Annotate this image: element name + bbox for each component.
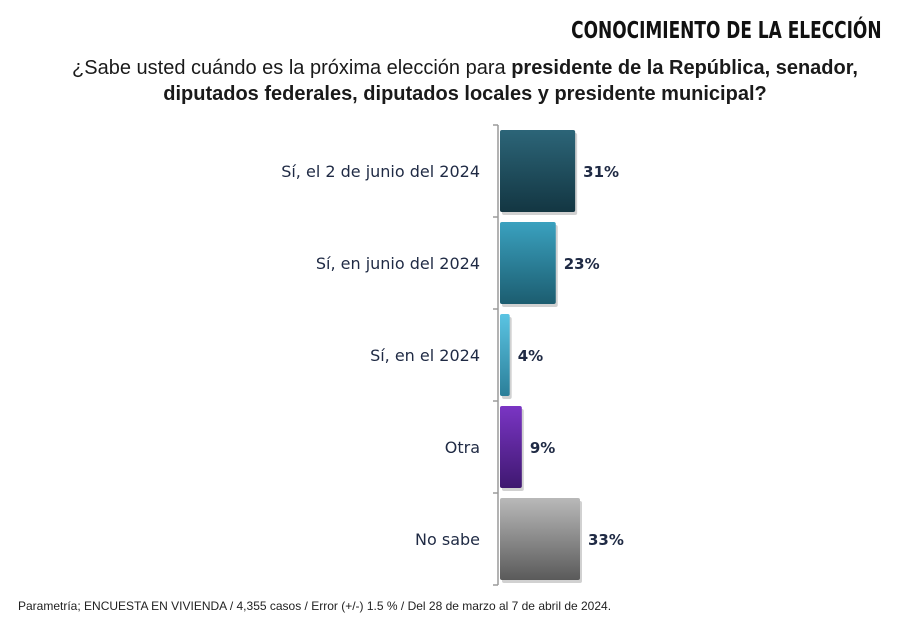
survey-question: ¿Sabe usted cuándo es la próxima elecció… [40, 55, 890, 107]
bar-1 [500, 222, 556, 304]
footnote: Parametría; ENCUESTA EN VIVIENDA / 4,355… [18, 599, 612, 613]
axis-layer [493, 124, 499, 586]
value-label: 9% [530, 439, 555, 457]
bar-2 [500, 314, 510, 396]
bar-4 [500, 498, 580, 580]
bars-layer [500, 130, 582, 583]
category-label: Sí, en junio del 2024 [316, 254, 480, 273]
question-prefix: ¿Sabe usted cuándo es la próxima elecció… [72, 57, 512, 79]
bar-3 [500, 406, 522, 488]
category-label: No sabe [415, 530, 480, 549]
question-bold: presidente de la República, senador, dip… [163, 57, 858, 105]
labels-layer: Sí, el 2 de junio del 2024 31% Sí, en juni… [281, 162, 624, 549]
category-label: Sí, el 2 de junio del 2024 [281, 162, 480, 181]
value-label: 33% [588, 531, 624, 549]
category-label: Sí, en el 2024 [370, 346, 480, 365]
value-label: 4% [518, 347, 543, 365]
bar-chart: Sí, el 2 de junio del 2024 31% Sí, en juni… [281, 124, 624, 586]
value-label: 23% [564, 255, 600, 273]
category-label: Otra [445, 438, 480, 457]
section-title: CONOCIMIENTO DE LA ELECCIÓN [571, 18, 882, 44]
bar-0 [500, 130, 576, 212]
value-label: 31% [583, 163, 619, 181]
